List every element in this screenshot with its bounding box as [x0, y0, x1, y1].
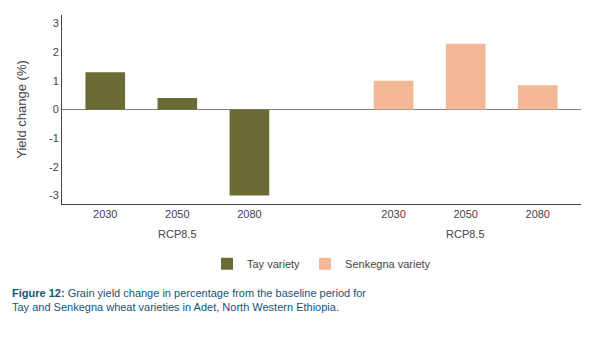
- svg-text:2050: 2050: [165, 208, 189, 220]
- svg-text:2050: 2050: [453, 208, 477, 220]
- svg-text:Yield change (%): Yield change (%): [14, 60, 29, 159]
- svg-text:Tay variety: Tay variety: [247, 258, 300, 270]
- svg-text:3: 3: [53, 17, 59, 29]
- svg-text:-1: -1: [49, 132, 59, 144]
- svg-text:RCP8.5: RCP8.5: [446, 228, 485, 240]
- svg-text:RCP8.5: RCP8.5: [158, 228, 197, 240]
- svg-text:Senkegna variety: Senkegna variety: [345, 258, 430, 270]
- svg-text:0: 0: [53, 103, 59, 115]
- svg-text:2030: 2030: [93, 208, 117, 220]
- svg-text:Figure 12: Grain yield change: Figure 12: Grain yield change in percent…: [12, 287, 366, 313]
- svg-text:2080: 2080: [526, 208, 550, 220]
- svg-text:2080: 2080: [237, 208, 261, 220]
- svg-text:-3: -3: [49, 189, 59, 201]
- svg-text:2030: 2030: [381, 208, 405, 220]
- svg-text:1: 1: [53, 75, 59, 87]
- svg-text:-2: -2: [49, 161, 59, 173]
- svg-text:2: 2: [53, 46, 59, 58]
